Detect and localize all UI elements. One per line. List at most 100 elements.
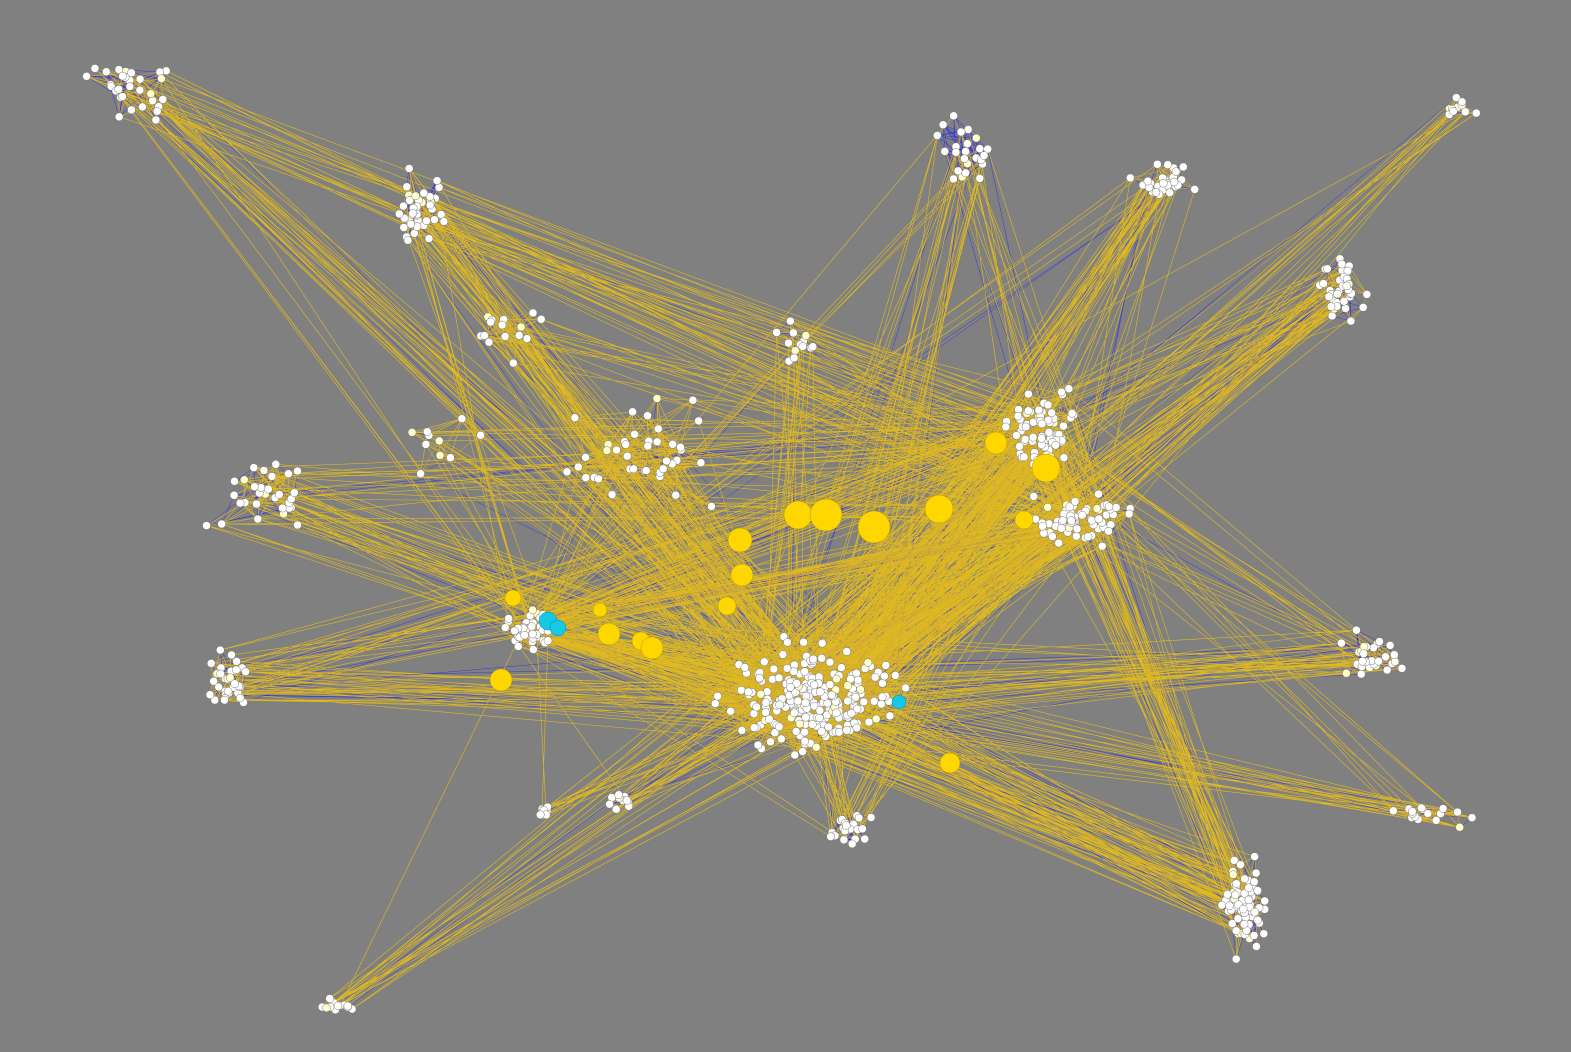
node [1111,503,1121,512]
node [871,714,881,724]
node [799,638,808,647]
node [772,328,781,337]
node [1389,806,1398,816]
node [543,636,553,645]
node [960,154,969,163]
node [1375,637,1384,646]
node [1240,874,1249,884]
node [1382,665,1392,675]
hub-node [939,752,961,774]
node [594,474,603,484]
node [1357,669,1366,679]
node [643,411,652,420]
node [623,451,632,461]
node [842,726,851,735]
node [815,706,825,715]
node [1092,504,1102,513]
node [870,672,880,682]
node [267,472,277,481]
node [878,692,887,702]
node [1467,813,1477,822]
node [1229,856,1239,865]
node [841,821,851,830]
node [90,64,100,73]
node [866,813,876,822]
node [1058,516,1068,525]
node [1126,173,1135,183]
node [817,727,826,736]
node [514,642,523,651]
node [696,458,706,467]
node [1385,641,1395,650]
node [808,720,817,729]
node [118,71,127,81]
hub-node [984,431,1008,455]
node [856,685,865,694]
node [1104,502,1114,511]
node [777,734,786,744]
node [1013,411,1023,421]
nodes [82,64,1481,1015]
node [812,742,821,752]
node [1452,93,1461,102]
node [125,82,135,91]
node [852,704,862,714]
node [411,191,420,201]
hub-node [809,498,843,532]
node [1070,497,1080,506]
node [439,217,449,226]
node [425,200,435,210]
node [1339,297,1349,306]
node [774,722,784,732]
node [1397,664,1407,673]
node [1179,162,1188,172]
node [1449,106,1458,116]
node [1083,532,1093,542]
node [842,647,851,656]
node [1038,522,1047,531]
node [1094,514,1104,524]
node [1057,524,1066,533]
node [760,657,769,667]
node [654,424,663,434]
node [536,810,545,820]
node [1369,643,1378,652]
node [206,659,216,668]
node [223,687,233,696]
node [824,722,833,732]
node [782,664,792,673]
hub-node [640,636,664,660]
node [975,144,985,153]
node [786,316,795,326]
node [784,338,793,348]
node [501,623,510,632]
node [500,332,510,341]
node [629,464,638,474]
node [953,166,963,176]
node [1047,408,1056,418]
node [1408,807,1417,816]
node [622,796,632,805]
node [1472,108,1481,118]
hub-node [717,596,737,616]
node [1057,387,1066,397]
node [1078,510,1087,520]
node [457,414,467,423]
node [343,1001,353,1011]
node [1029,492,1038,501]
node [801,713,810,722]
node [755,673,764,683]
node [1244,883,1253,893]
node [979,151,989,160]
node [951,148,961,157]
node [859,697,869,707]
node [1438,804,1448,813]
node [402,182,412,192]
node [476,431,485,440]
node [949,174,958,184]
node [668,440,677,449]
node [114,65,124,74]
node [726,707,735,716]
node [1039,528,1049,538]
node [157,74,166,83]
